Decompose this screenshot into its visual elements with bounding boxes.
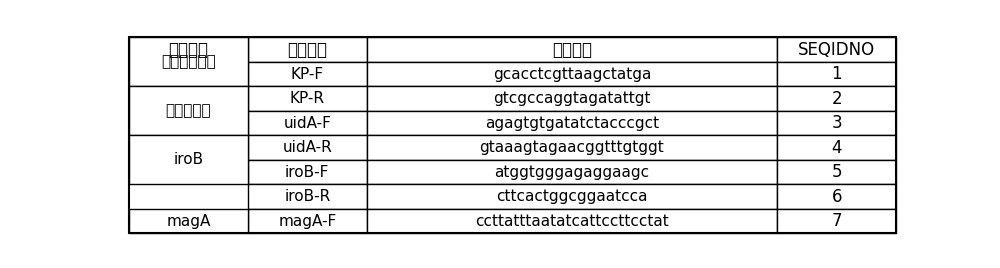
Bar <box>248 184 367 209</box>
Bar <box>367 62 777 86</box>
Bar <box>777 160 896 184</box>
Bar <box>248 111 367 135</box>
Text: 4: 4 <box>831 139 842 157</box>
Bar <box>367 37 777 62</box>
Bar <box>129 37 248 62</box>
Text: 检测目标: 检测目标 <box>168 40 208 59</box>
Text: KP-R: KP-R <box>290 91 325 106</box>
Bar <box>248 37 367 62</box>
Text: 大肠埃希菌: 大肠埃希菌 <box>166 103 211 118</box>
Text: gtcgccaggtagatattgt: gtcgccaggtagatattgt <box>493 91 651 106</box>
Bar <box>367 111 777 135</box>
Text: KP-F: KP-F <box>291 66 324 81</box>
Bar <box>129 135 248 184</box>
Bar <box>777 184 896 209</box>
Text: iroB-R: iroB-R <box>284 189 330 204</box>
Bar <box>367 135 777 160</box>
Text: iroB-F: iroB-F <box>285 165 329 180</box>
Bar <box>248 160 367 184</box>
Bar <box>777 111 896 135</box>
Bar <box>367 160 777 184</box>
Text: cttcactggcggaatcca: cttcactggcggaatcca <box>496 189 648 204</box>
Text: 6: 6 <box>831 188 842 206</box>
Bar <box>777 37 896 62</box>
Text: 1: 1 <box>831 65 842 83</box>
Bar <box>248 86 367 111</box>
Bar <box>248 209 367 233</box>
Text: magA: magA <box>166 214 211 229</box>
Bar <box>777 86 896 111</box>
Text: 引物序列: 引物序列 <box>552 40 592 59</box>
Bar <box>777 135 896 160</box>
Bar <box>777 209 896 233</box>
Text: magA-F: magA-F <box>278 214 336 229</box>
Bar <box>367 209 777 233</box>
Text: uidA-F: uidA-F <box>283 116 331 131</box>
Bar <box>248 62 367 86</box>
Text: 2: 2 <box>831 90 842 107</box>
Bar <box>367 184 777 209</box>
Text: 3: 3 <box>831 114 842 132</box>
Text: agagtgtgatatctacccgct: agagtgtgatatctacccgct <box>485 116 659 131</box>
Bar <box>777 62 896 86</box>
Text: ccttatttaatatcattccttcctat: ccttatttaatatcattccttcctat <box>475 214 669 229</box>
Bar <box>248 135 367 160</box>
Bar <box>129 86 248 135</box>
Text: gtaaagtagaacggtttgtggt: gtaaagtagaacggtttgtggt <box>480 140 664 155</box>
Text: 引物代码: 引物代码 <box>287 40 327 59</box>
Text: gcacctcgttaagctatga: gcacctcgttaagctatga <box>493 66 651 81</box>
Text: 肺炎克雷伯菌: 肺炎克雷伯菌 <box>161 54 216 69</box>
Text: atggtgggagaggaagc: atggtgggagaggaagc <box>494 165 650 180</box>
Text: iroB: iroB <box>173 152 203 167</box>
Bar <box>129 209 248 233</box>
Bar <box>367 86 777 111</box>
Bar <box>129 37 248 86</box>
Text: uidA-R: uidA-R <box>282 140 332 155</box>
Text: 5: 5 <box>831 163 842 181</box>
Text: 7: 7 <box>831 212 842 230</box>
Text: SEQIDNO: SEQIDNO <box>798 40 875 59</box>
